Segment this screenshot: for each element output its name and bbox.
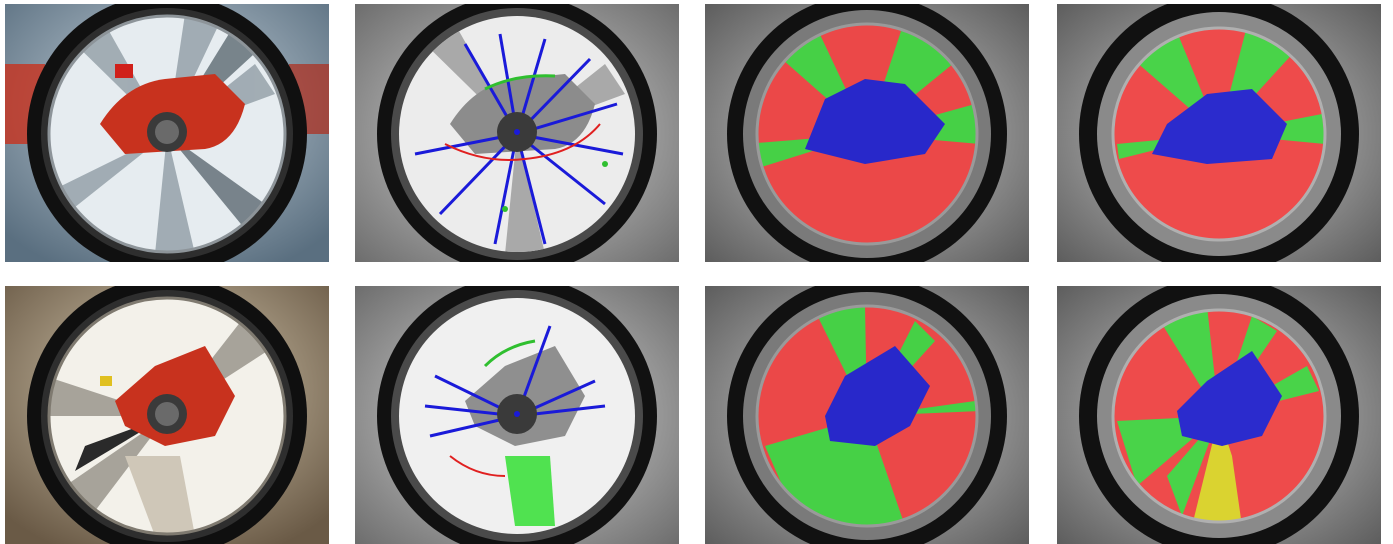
fisheye-image [5,286,329,544]
edge-overlay-image [355,4,679,262]
panel-color-fisheye-2 [5,286,329,544]
panel-edge-overlay-2 [355,286,679,544]
panel-segmentation-1 [705,4,1029,262]
panel-segmentation-4 [1057,286,1381,544]
panel-segmentation-2 [1057,4,1381,262]
segmentation-image [705,4,1029,262]
edge-overlay-image [355,286,679,544]
panel-edge-overlay-1 [355,4,679,262]
segmentation-image [1057,286,1381,544]
segmentation-image [1057,4,1381,262]
fisheye-image [5,4,329,262]
panel-segmentation-3 [705,286,1029,544]
segmentation-image [705,286,1029,544]
panel-color-fisheye-1 [5,4,329,262]
